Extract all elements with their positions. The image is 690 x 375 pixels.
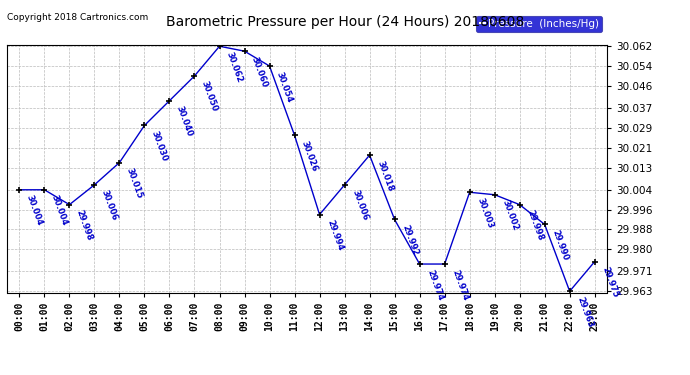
Text: 29.990: 29.990: [550, 229, 570, 262]
Text: 30.040: 30.040: [175, 105, 195, 138]
Text: 30.004: 30.004: [25, 194, 44, 227]
Text: 29.998: 29.998: [525, 209, 544, 242]
Text: 30.062: 30.062: [225, 50, 244, 84]
Text: 29.992: 29.992: [400, 224, 420, 257]
Text: 30.030: 30.030: [150, 130, 170, 163]
Text: 29.994: 29.994: [325, 219, 344, 252]
Text: 30.060: 30.060: [250, 56, 270, 88]
Text: 30.015: 30.015: [125, 167, 144, 200]
Text: 30.003: 30.003: [475, 196, 495, 230]
Text: Barometric Pressure per Hour (24 Hours) 20180608: Barometric Pressure per Hour (24 Hours) …: [166, 15, 524, 29]
Text: Copyright 2018 Cartronics.com: Copyright 2018 Cartronics.com: [7, 13, 148, 22]
Text: 30.050: 30.050: [200, 80, 219, 113]
Text: 29.974: 29.974: [450, 268, 470, 302]
Text: 30.002: 30.002: [500, 199, 520, 232]
Legend: Pressure  (Inches/Hg): Pressure (Inches/Hg): [476, 15, 602, 32]
Text: 30.018: 30.018: [375, 159, 395, 193]
Text: 29.974: 29.974: [425, 268, 444, 302]
Text: 30.006: 30.006: [100, 189, 119, 222]
Text: 29.963: 29.963: [575, 296, 595, 329]
Text: 30.026: 30.026: [300, 140, 319, 173]
Text: 30.004: 30.004: [50, 194, 70, 227]
Text: 29.998: 29.998: [75, 209, 95, 242]
Text: 29.975: 29.975: [600, 266, 620, 299]
Text: 30.054: 30.054: [275, 70, 295, 104]
Text: 30.006: 30.006: [350, 189, 370, 222]
